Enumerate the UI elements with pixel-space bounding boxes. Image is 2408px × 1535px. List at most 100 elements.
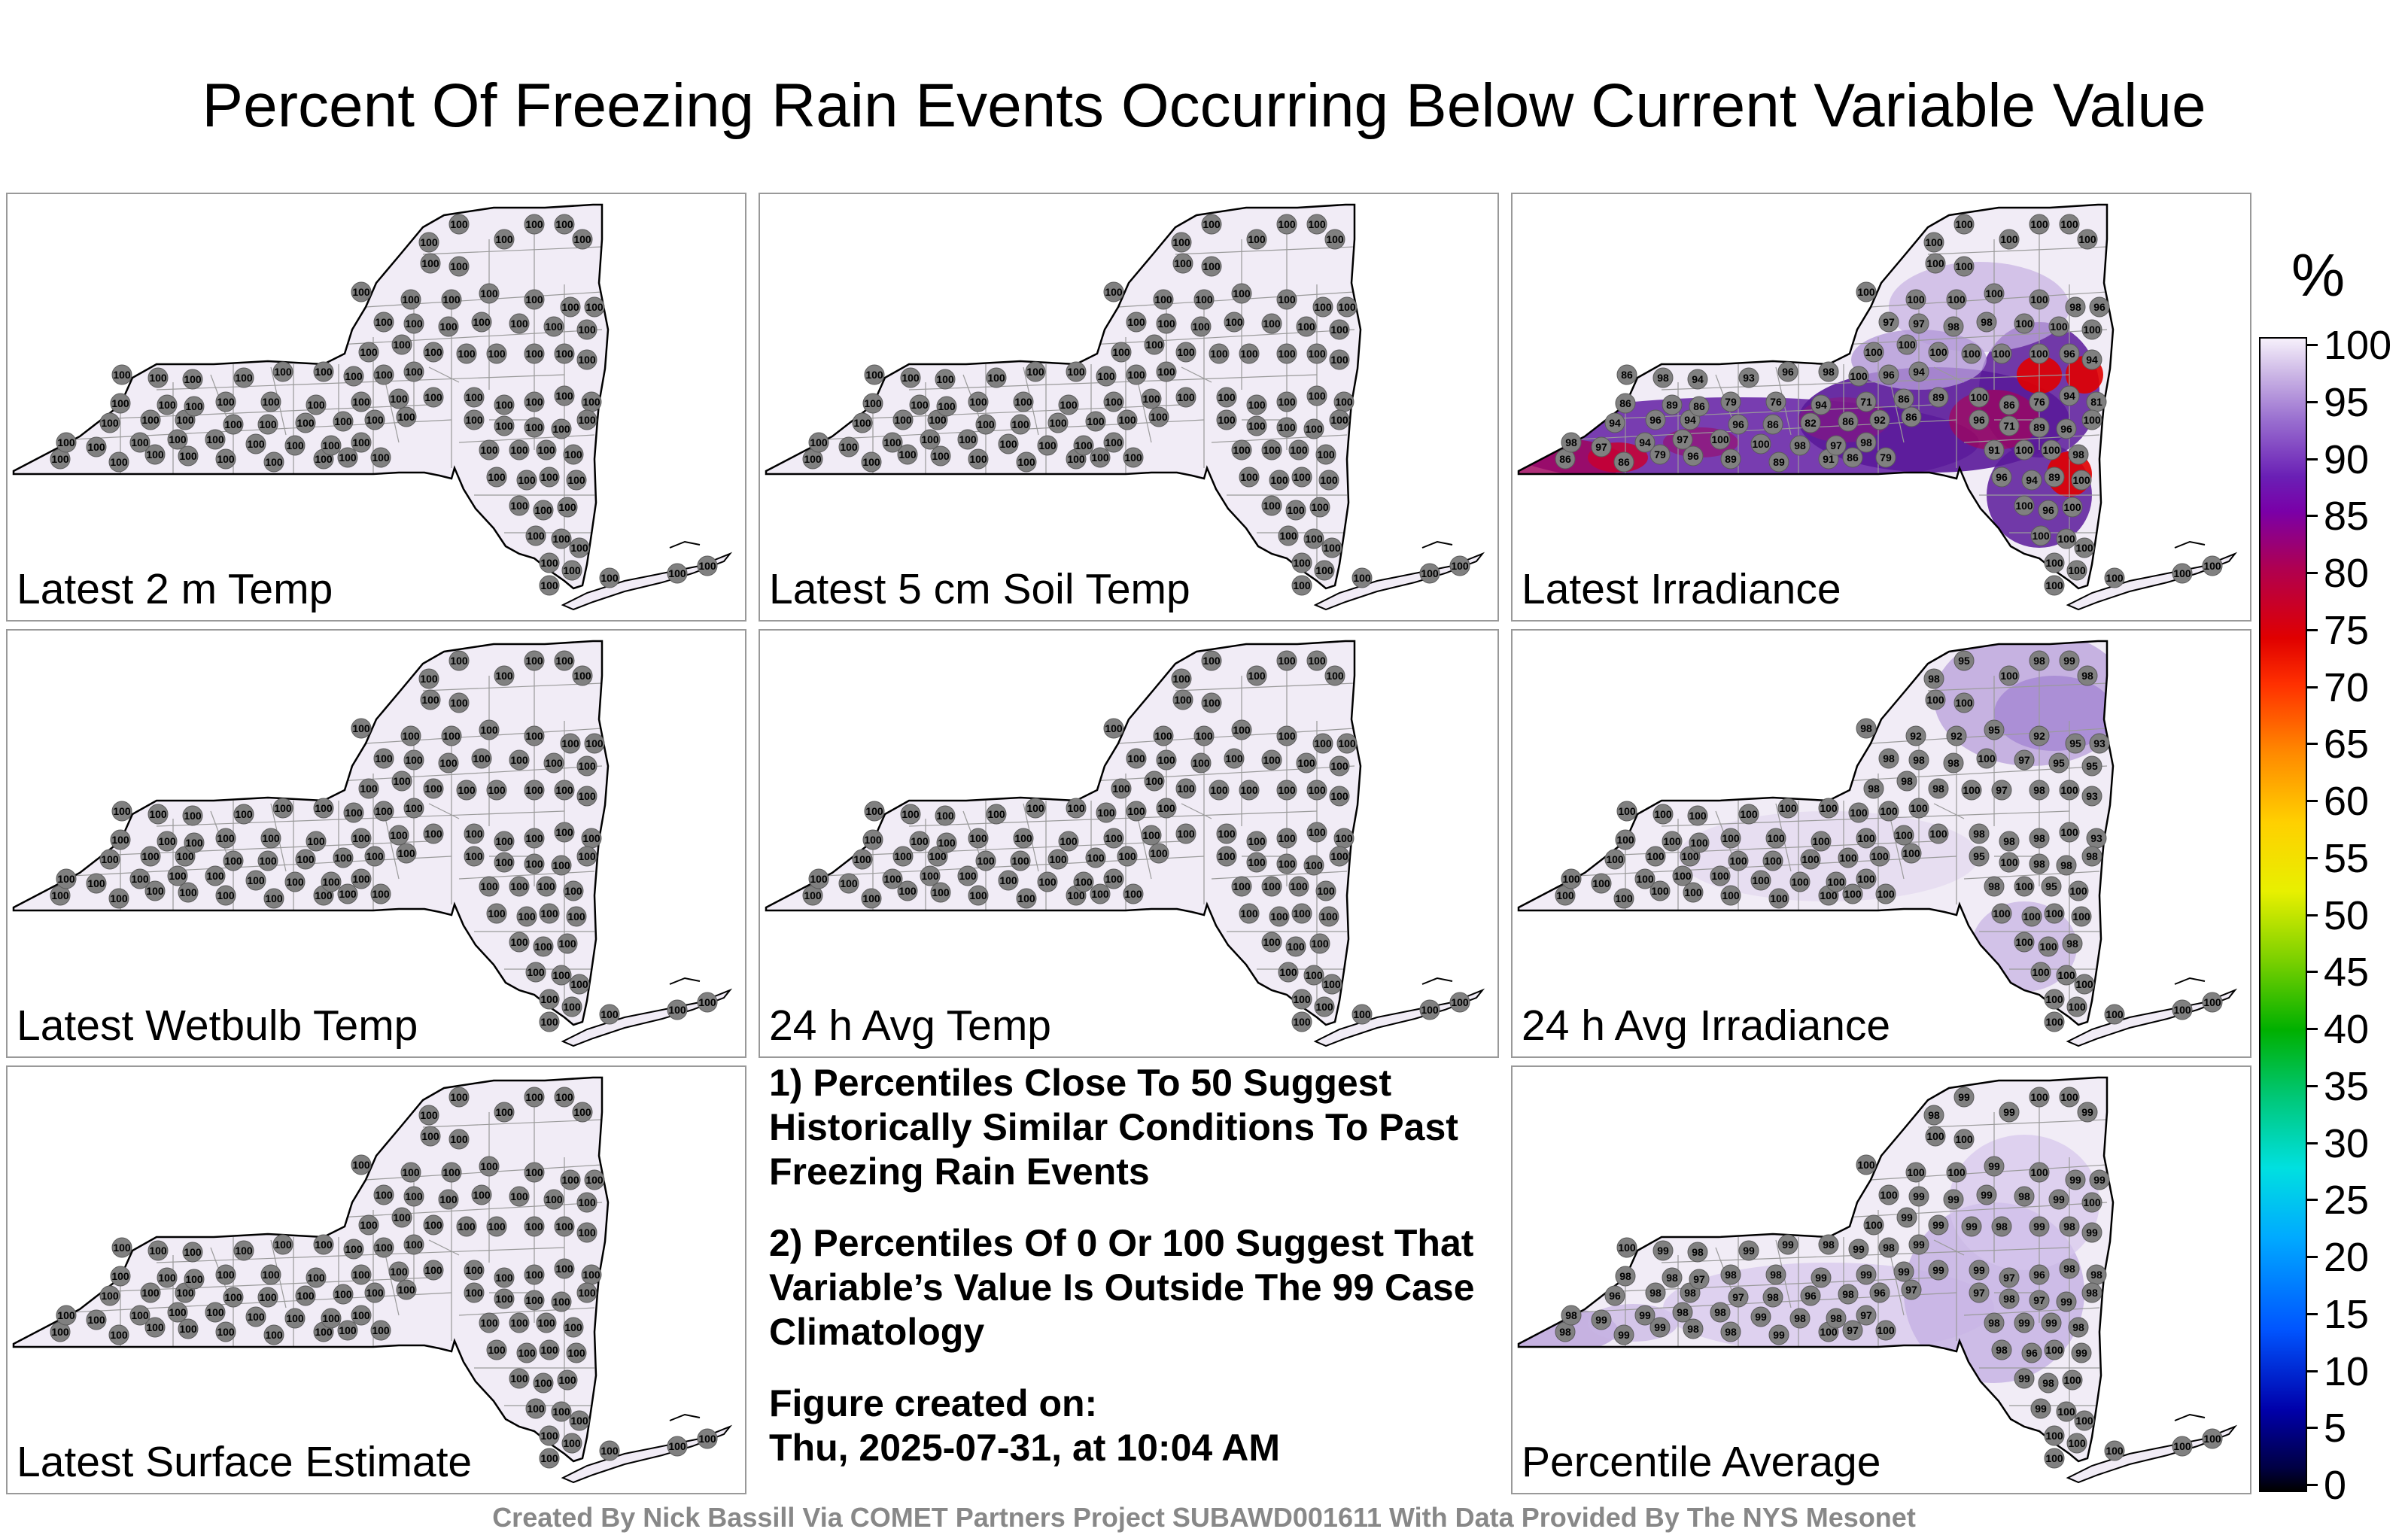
station-marker [1777, 798, 1798, 819]
station-value: 100 [898, 885, 917, 897]
station-marker [1175, 387, 1196, 408]
station-value: 99 [1988, 1160, 2000, 1172]
station-marker [448, 214, 470, 235]
station-value: 100 [545, 321, 563, 333]
station-value: 100 [1654, 808, 1672, 820]
station-value: 100 [217, 1269, 235, 1281]
station-marker [245, 433, 266, 454]
station-marker [1085, 411, 1106, 432]
station-marker [2014, 876, 2035, 897]
station-value: 99 [2093, 1174, 2105, 1186]
station-value: 100 [1233, 724, 1251, 736]
station-value: 100 [1827, 876, 1845, 888]
station-marker [233, 1240, 254, 1261]
station-marker [2081, 349, 2102, 370]
station-value: 100 [473, 316, 491, 328]
station-marker [178, 1318, 199, 1339]
station-value: 100 [894, 414, 912, 426]
station-marker [1261, 495, 1282, 516]
station-marker [509, 495, 530, 516]
station-value: 99 [2060, 1296, 2072, 1308]
station-marker [516, 1342, 537, 1363]
station-value: 99 [1815, 1272, 1827, 1284]
station-marker [494, 1267, 515, 1288]
station-marker [1103, 828, 1124, 849]
station-value: 100 [561, 737, 579, 749]
station-value: 100 [1651, 885, 1669, 897]
station-value: 98 [2033, 784, 2045, 796]
station-value: 100 [510, 444, 528, 456]
station-marker [1171, 232, 1192, 253]
station-marker [1351, 567, 1373, 588]
station-marker [1047, 849, 1069, 870]
colorbar-tick-label: 5 [2324, 1406, 2347, 1451]
station-marker [1321, 537, 1342, 558]
station-value: 100 [525, 1166, 543, 1178]
station-value: 100 [1985, 287, 2003, 299]
station-marker [272, 798, 293, 819]
station-marker [1875, 1320, 1896, 1341]
shoreline [1421, 540, 1453, 549]
station-marker [897, 444, 918, 465]
station-value: 100 [113, 805, 131, 817]
station-value: 100 [901, 808, 920, 820]
station-value: 100 [668, 1440, 686, 1452]
station-marker [337, 447, 358, 468]
station-value: 98 [1794, 1312, 1806, 1324]
station-marker [1969, 409, 1990, 430]
station-value: 100 [372, 888, 390, 900]
colorbar-tick [2307, 628, 2318, 631]
station-marker [968, 828, 989, 849]
station-value: 94 [1692, 373, 1704, 385]
station-marker [697, 555, 718, 576]
station-marker [441, 289, 462, 310]
station-marker [1156, 798, 1177, 819]
station-marker [569, 537, 590, 558]
station-value: 100 [1308, 826, 1326, 838]
station-value: 100 [360, 346, 378, 358]
station-value: 94 [2026, 474, 2038, 486]
station-marker [358, 342, 379, 363]
station-marker [86, 873, 107, 894]
station-marker [140, 409, 161, 430]
station-marker [438, 752, 459, 774]
station-value: 99 [1853, 1243, 1865, 1255]
station-marker [205, 429, 226, 450]
station-value: 100 [929, 414, 947, 426]
station-value: 100 [1210, 348, 1228, 360]
station-marker [509, 932, 530, 953]
station-marker [1246, 229, 1267, 250]
station-marker [1278, 525, 1299, 546]
station-value: 94 [1684, 414, 1696, 426]
station-value: 100 [169, 870, 187, 882]
station-marker [2029, 1290, 2050, 1311]
station-value: 98 [1565, 436, 1577, 448]
station-value: 96 [1973, 414, 1985, 426]
station-value: 100 [111, 834, 129, 846]
station-marker [1905, 289, 1926, 310]
station-value: 100 [1681, 850, 1699, 862]
station-value: 100 [582, 396, 600, 408]
station-value: 100 [1142, 393, 1160, 405]
station-value: 100 [525, 421, 543, 433]
station-marker [1984, 876, 2005, 897]
station-value: 100 [488, 907, 506, 919]
station-marker [1953, 1129, 1975, 1150]
station-value: 98 [2066, 938, 2078, 950]
station-value: 100 [247, 1311, 265, 1323]
station-value: 100 [495, 399, 513, 411]
station-marker [838, 436, 859, 457]
station-value: 76 [2033, 396, 2045, 408]
station-marker [697, 992, 718, 1013]
station-marker [448, 650, 470, 671]
station-marker [2030, 525, 2051, 546]
station-value: 100 [2032, 966, 2050, 978]
station-marker [1649, 444, 1671, 465]
station-marker [1856, 281, 1877, 302]
station-marker [1085, 847, 1106, 868]
station-marker [539, 1339, 560, 1360]
station-value: 100 [977, 418, 995, 430]
station-value: 100 [1067, 453, 1085, 465]
